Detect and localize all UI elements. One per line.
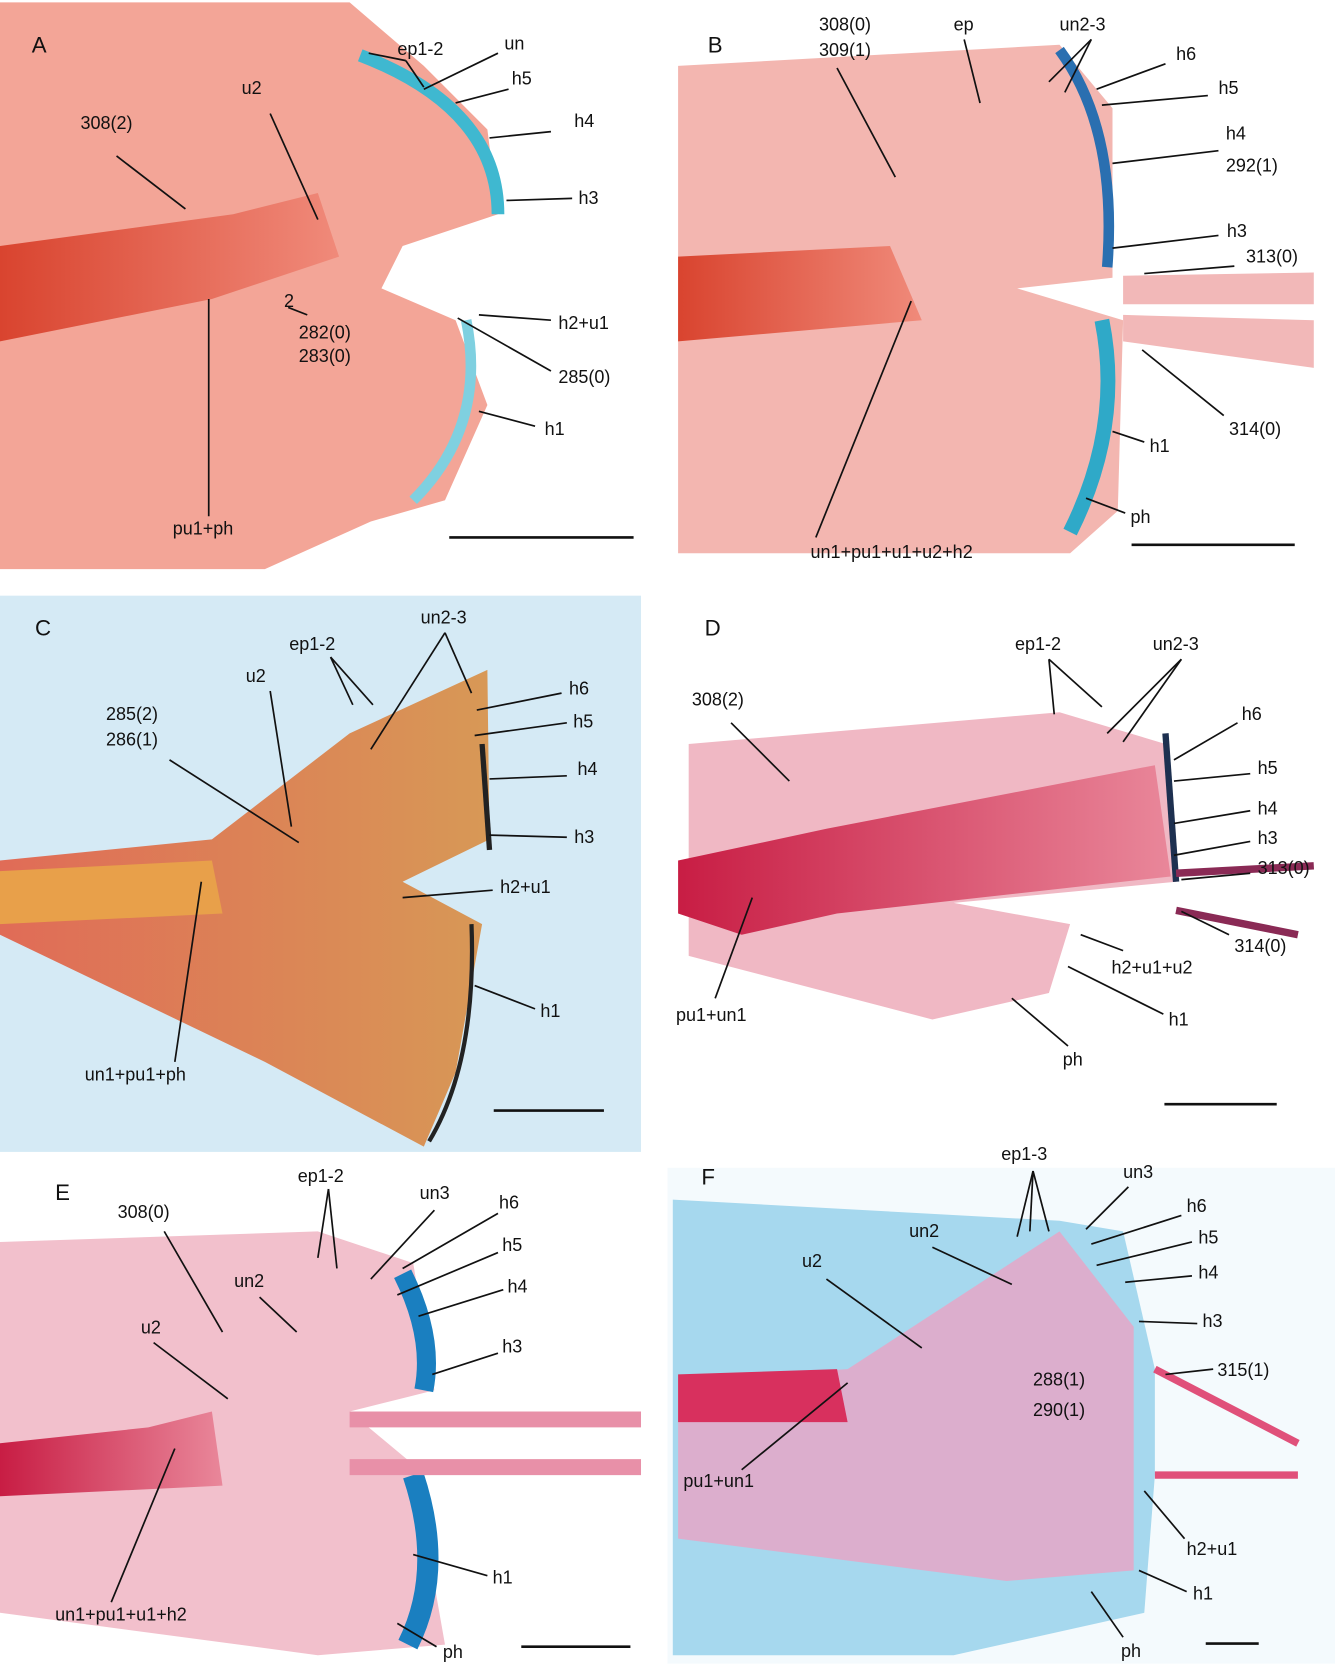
panel-letter: C xyxy=(35,615,51,640)
anatomy-label: h2+u1+u2 xyxy=(1111,957,1192,977)
anatomy-label: ep1-2 xyxy=(397,39,443,59)
anatomy-label: ph xyxy=(443,1642,463,1662)
anatomy-label: ph xyxy=(1131,507,1151,527)
panel-e xyxy=(0,1168,646,1664)
anatomy-label: h1 xyxy=(1169,1009,1189,1029)
anatomy-label: un1+pu1+u1+u2+h2 xyxy=(811,542,973,562)
anatomy-label: 290(1) xyxy=(1033,1400,1085,1420)
anatomy-label: u2 xyxy=(246,666,266,686)
panel-d xyxy=(668,596,1335,1158)
anatomy-label: 288(1) xyxy=(1033,1370,1085,1390)
anatomy-label: h6 xyxy=(499,1193,519,1213)
anatomy-label: h5 xyxy=(1218,78,1238,98)
anatomy-label: 315(1) xyxy=(1217,1360,1269,1380)
anatomy-label: h2+u1 xyxy=(1187,1539,1238,1559)
anatomy-label: h6 xyxy=(1176,44,1196,64)
panel-f xyxy=(668,1168,1335,1664)
anatomy-label: h3 xyxy=(1258,828,1278,848)
anatomy-label: h1 xyxy=(493,1568,513,1588)
panel-letter: B xyxy=(708,33,723,58)
anatomy-label: ph xyxy=(1121,1641,1141,1661)
anatomy-label: 313(0) xyxy=(1258,858,1310,878)
anatomy-label: h1 xyxy=(545,419,565,439)
anatomy-label: ep1-2 xyxy=(1015,634,1061,654)
anatomy-label: un3 xyxy=(1123,1162,1153,1182)
anatomy-label: pu1+ph xyxy=(173,519,234,539)
anatomy-label: h4 xyxy=(1198,1263,1218,1283)
anatomy-label: h3 xyxy=(1203,1311,1223,1331)
anatomy-label: h6 xyxy=(1187,1196,1207,1216)
anatomy-label: h6 xyxy=(1242,704,1262,724)
anatomy-label: u2 xyxy=(802,1251,822,1271)
anatomy-label: 314(0) xyxy=(1234,936,1286,956)
anatomy-label: 308(0) xyxy=(118,1202,170,1222)
anatomy-label: ep1-2 xyxy=(298,1166,344,1186)
panel-letter: D xyxy=(705,615,721,640)
figure: Aep1-2 un h5 h4 h3 u2 308(2) 2282(0) 283(0) h2+u1… xyxy=(0,0,1335,1666)
anatomy-label: 283(0) xyxy=(299,346,351,366)
anatomy-label: h4 xyxy=(577,759,597,779)
anatomy-label: 309(1) xyxy=(819,40,871,60)
anatomy-label: 292(1) xyxy=(1226,155,1278,175)
anatomy-label: ep xyxy=(954,14,974,34)
anatomy-label: un2-3 xyxy=(421,608,467,628)
anatomy-label: un2 xyxy=(234,1271,264,1291)
anatomy-label: h6 xyxy=(569,679,589,699)
anatomy-label: 308(2) xyxy=(81,113,133,133)
anatomy-label: h3 xyxy=(502,1337,522,1357)
anatomy-label: h1 xyxy=(1150,436,1170,456)
anatomy-label: h5 xyxy=(502,1235,522,1255)
anatomy-label: h4 xyxy=(508,1276,528,1296)
anatomy-label: h3 xyxy=(579,188,599,208)
anatomy-label: un2-3 xyxy=(1060,14,1106,34)
anatomy-label: u2 xyxy=(242,78,262,98)
anatomy-label: pu1+un1 xyxy=(676,1005,747,1025)
anatomy-label: h1 xyxy=(1193,1584,1213,1604)
anatomy-label: un1+pu1+u1+h2 xyxy=(55,1605,187,1625)
anatomy-label: ep1-3 xyxy=(1001,1144,1047,1164)
panel-letter: E xyxy=(55,1180,70,1205)
anatomy-label: 285(0) xyxy=(558,367,610,387)
anatomy-label: h5 xyxy=(512,68,532,88)
anatomy-label: h3 xyxy=(574,827,594,847)
anatomy-label: un3 xyxy=(420,1183,450,1203)
anatomy-label: ph xyxy=(1063,1050,1083,1070)
anatomy-label: h4 xyxy=(1226,124,1246,144)
anatomy-label: un2 xyxy=(909,1221,939,1241)
anatomy-label: h1 xyxy=(540,1001,560,1021)
anatomy-label: h5 xyxy=(1198,1228,1218,1248)
anatomy-label: 308(2) xyxy=(692,689,744,709)
anatomy-label: 282(0) xyxy=(299,323,351,343)
anatomy-label: u2 xyxy=(141,1318,161,1338)
panel-a xyxy=(0,2,641,574)
panel-letter: A xyxy=(32,33,47,58)
anatomy-label: h2+u1 xyxy=(500,877,551,897)
panel-letter: F xyxy=(701,1164,715,1189)
anatomy-label: ep1-2 xyxy=(289,634,335,654)
anatomy-label: 2 xyxy=(284,291,294,311)
anatomy-label: h5 xyxy=(1258,758,1278,778)
anatomy-label: h2+u1 xyxy=(558,313,609,333)
anatomy-label: 285(2) xyxy=(106,704,158,724)
anatomy-label: h5 xyxy=(573,712,593,732)
anatomy-label: 308(0) xyxy=(819,14,871,34)
anatomy-label: 314(0) xyxy=(1229,419,1281,439)
anatomy-label: h4 xyxy=(1258,798,1278,818)
anatomy-label: h3 xyxy=(1227,221,1247,241)
anatomy-label: h4 xyxy=(574,111,594,131)
anatomy-label: 286(1) xyxy=(106,730,158,750)
anatomy-label: pu1+un1 xyxy=(683,1471,754,1491)
anatomy-label: un1+pu1+ph xyxy=(85,1064,186,1084)
anatomy-label: un xyxy=(504,33,524,53)
anatomy-label: 313(0) xyxy=(1246,246,1298,266)
anatomy-label: un2-3 xyxy=(1153,634,1199,654)
